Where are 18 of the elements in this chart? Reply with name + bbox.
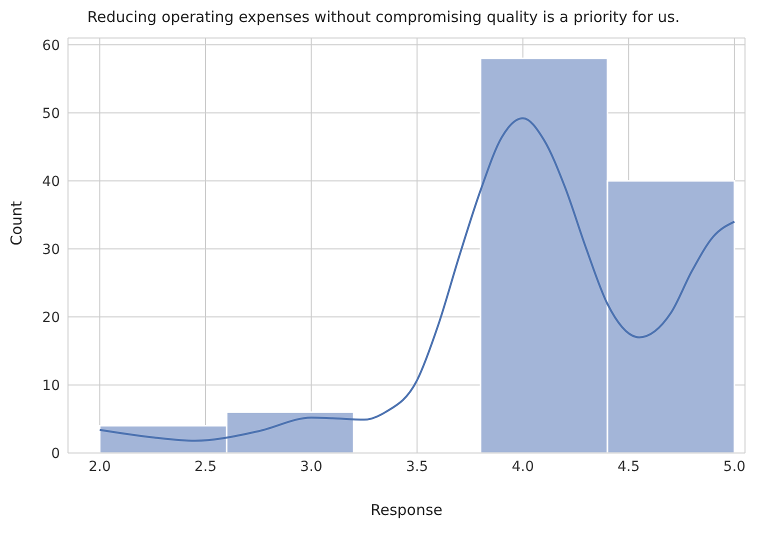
x-tick-label: 5.0: [723, 458, 746, 475]
y-tick-label: 40: [42, 174, 60, 190]
x-tick-label: 4.5: [618, 458, 640, 475]
x-axis-title: Response: [370, 501, 443, 519]
x-tick-label: 2.5: [194, 458, 217, 475]
chart-title: Reducing operating expenses without compromising quality is a priority for us.: [86, 8, 681, 26]
y-tick-label: 0: [51, 446, 60, 462]
x-tick-label: 4.0: [512, 458, 534, 475]
x-tick-label: 3.0: [300, 458, 322, 475]
y-tick-label: 30: [42, 242, 60, 258]
y-axis-title: Count: [7, 200, 26, 246]
x-tick-label: 3.5: [406, 458, 428, 475]
y-tick-label: 10: [42, 378, 60, 394]
y-tick-label: 20: [42, 310, 60, 326]
x-tick-label: 2.0: [88, 458, 111, 475]
line-series: [98, 117, 736, 442]
y-tick-label: 50: [42, 106, 60, 122]
y-tick-label: 60: [42, 38, 60, 54]
